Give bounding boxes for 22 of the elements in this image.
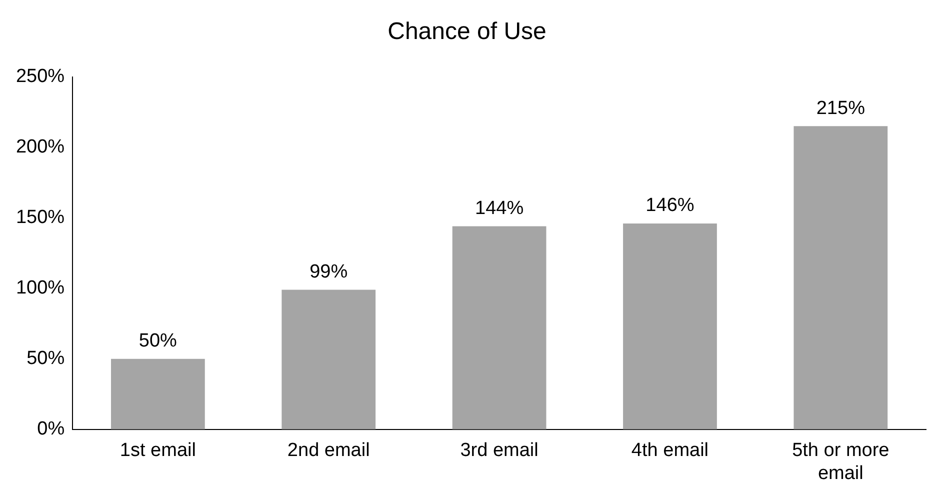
- y-tick-label: 250%: [16, 66, 65, 88]
- y-tick-label: 0%: [37, 418, 65, 440]
- y-tick-label: 150%: [16, 207, 65, 228]
- x-tick-label: 2nd email: [287, 440, 370, 462]
- chart-title: Chance of Use: [388, 18, 546, 46]
- data-label: 215%: [816, 98, 866, 119]
- y-tick-label: 200%: [16, 136, 65, 158]
- data-label: 144%: [474, 198, 524, 220]
- bar: [623, 223, 717, 430]
- data-label: 99%: [310, 262, 348, 283]
- y-tick-label: 100%: [16, 278, 65, 299]
- data-label: 146%: [646, 195, 694, 216]
- bar: [282, 290, 376, 430]
- x-tick-label: 5th or more email: [792, 440, 890, 484]
- y-tick-label: 50%: [26, 348, 65, 370]
- bar: [452, 226, 546, 430]
- x-tick-label: 1st email: [120, 440, 196, 462]
- bar: [794, 126, 888, 430]
- x-tick-label: 4th email: [631, 440, 709, 462]
- data-label: 50%: [138, 330, 178, 352]
- x-tick-label: 3rd email: [460, 440, 538, 462]
- bar: [111, 358, 205, 430]
